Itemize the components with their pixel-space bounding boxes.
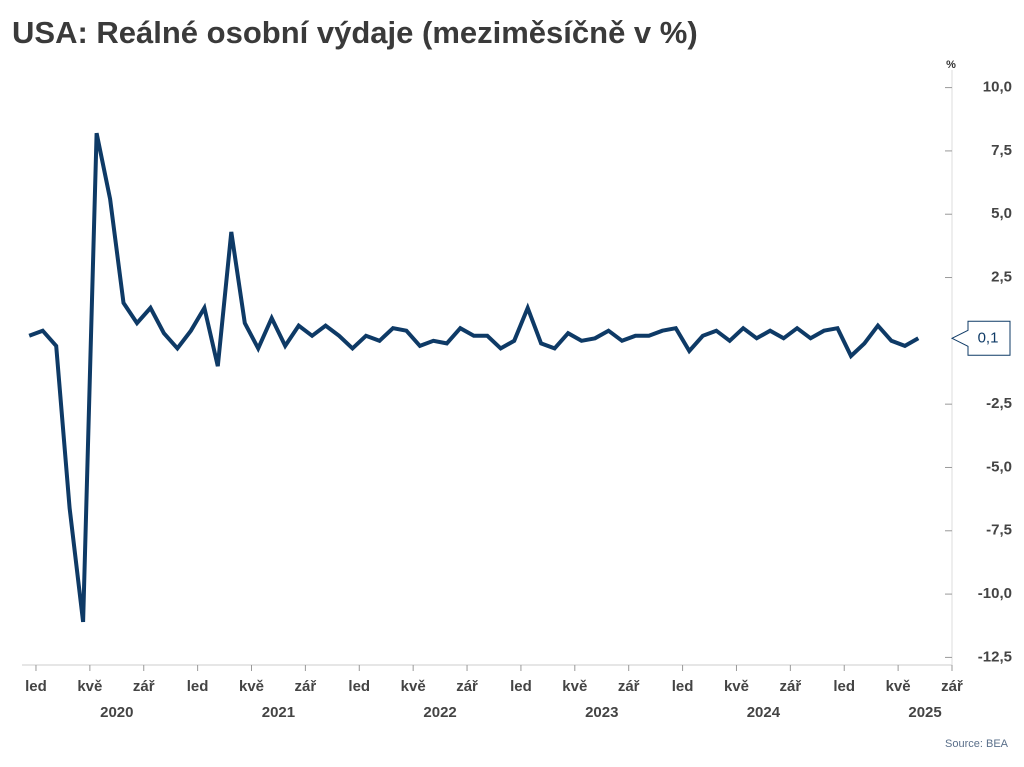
year-label: 2025 [908, 704, 941, 721]
x-tick-label: kvě [724, 678, 749, 695]
y-unit: % [946, 59, 956, 71]
x-tick-label: zář [780, 678, 802, 695]
x-tick-label: led [833, 678, 855, 695]
x-tick-label: kvě [239, 678, 264, 695]
x-tick-label: led [25, 678, 47, 695]
x-tick-label: zář [295, 678, 317, 695]
year-label: 2024 [747, 704, 781, 721]
y-tick-label: 7,5 [991, 142, 1012, 159]
year-label: 2023 [585, 704, 618, 721]
x-tick-label: kvě [886, 678, 911, 695]
chart-title: USA: Reálné osobní výdaje (meziměsíčně v… [12, 15, 698, 50]
y-tick-label: -12,5 [978, 648, 1012, 665]
year-label: 2022 [423, 704, 456, 721]
value-label: 0,1 [978, 329, 999, 346]
y-tick-label: 5,0 [991, 205, 1012, 222]
x-tick-label: led [672, 678, 694, 695]
y-tick-label: 2,5 [991, 269, 1012, 286]
x-tick-label: led [348, 678, 370, 695]
y-tick-label: -7,5 [986, 522, 1012, 539]
y-tick-label: -2,5 [986, 395, 1012, 412]
x-tick-label: zář [456, 678, 478, 695]
y-tick-label: -10,0 [978, 585, 1012, 602]
x-tick-label: zář [941, 678, 963, 695]
year-label: 2020 [100, 704, 133, 721]
year-label: 2021 [262, 704, 295, 721]
x-tick-label: zář [618, 678, 640, 695]
x-tick-label: kvě [401, 678, 426, 695]
x-tick-label: kvě [77, 678, 102, 695]
x-tick-label: kvě [562, 678, 587, 695]
x-tick-label: led [510, 678, 532, 695]
y-tick-label: 10,0 [983, 79, 1012, 96]
source: Source: BEA [945, 738, 1009, 750]
x-tick-label: zář [133, 678, 155, 695]
line [28, 132, 920, 623]
callout [950, 320, 1011, 356]
y-tick-label: -5,0 [986, 458, 1012, 475]
x-tick-label: led [187, 678, 209, 695]
